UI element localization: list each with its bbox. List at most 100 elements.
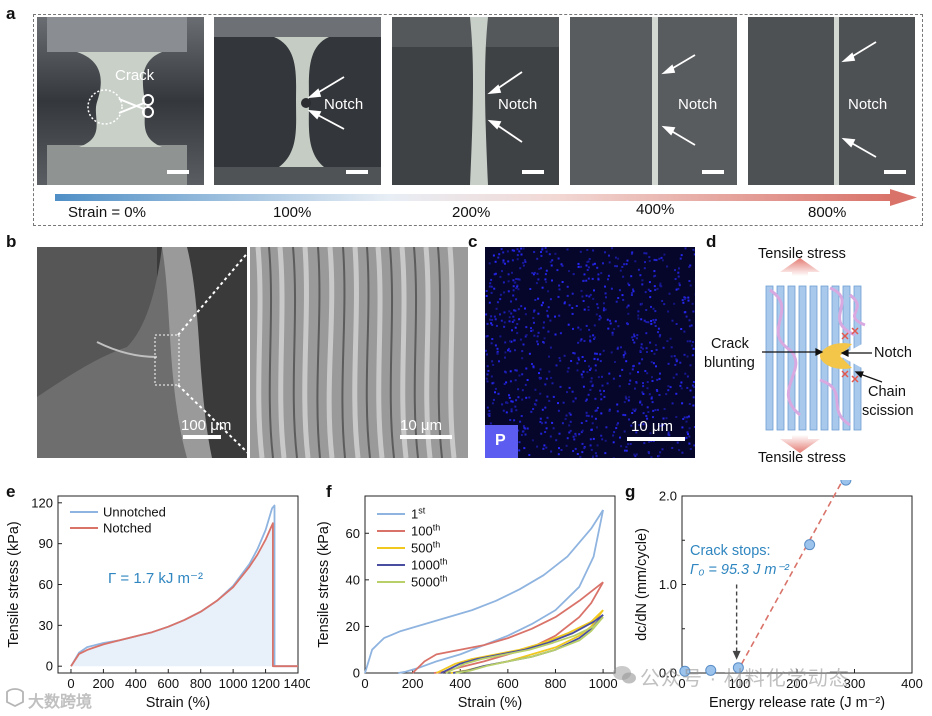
x-tick-label: 400 xyxy=(449,676,471,691)
eds-dot xyxy=(540,304,543,307)
eds-dot xyxy=(540,254,543,257)
eds-dot xyxy=(538,377,541,380)
eds-dot xyxy=(510,408,513,411)
eds-dot xyxy=(537,278,540,281)
eds-dot xyxy=(602,302,605,305)
eds-dot xyxy=(599,316,602,319)
eds-dot xyxy=(495,307,498,310)
eds-dot xyxy=(678,449,681,452)
eds-dot xyxy=(625,445,628,448)
eds-dot xyxy=(545,377,548,380)
eds-dot xyxy=(517,288,520,291)
eds-dot xyxy=(557,453,560,456)
eds-dot xyxy=(533,251,536,253)
eds-dot xyxy=(561,422,564,425)
eds-dot xyxy=(627,304,630,307)
eds-dot xyxy=(688,427,691,430)
eds-dot xyxy=(658,394,661,396)
eds-dot xyxy=(578,433,581,436)
eds-dot xyxy=(540,267,542,270)
eds-dot xyxy=(585,279,588,282)
photo-strain-200-drawing xyxy=(392,17,559,185)
eds-dot xyxy=(680,254,683,257)
eds-dot xyxy=(665,393,668,396)
eds-dot xyxy=(634,408,637,411)
eds-dot xyxy=(608,372,611,375)
eds-dot xyxy=(494,260,497,263)
notch-label: Notch xyxy=(678,96,718,113)
legend-label-sup: th xyxy=(433,523,441,533)
eds-dot xyxy=(487,413,490,416)
eds-dot xyxy=(679,257,682,260)
eds-dot xyxy=(566,294,569,297)
scale-bar xyxy=(167,170,189,174)
eds-dot xyxy=(637,310,640,313)
eds-dot xyxy=(577,326,580,329)
eds-dot xyxy=(688,403,691,405)
eds-dot xyxy=(560,263,563,266)
eds-dot xyxy=(608,254,610,257)
eds-dot xyxy=(569,413,572,416)
eds-dot xyxy=(651,376,653,379)
eds-dot xyxy=(511,400,514,403)
eds-dot xyxy=(642,382,644,385)
scale-label: 10 μm xyxy=(631,418,673,435)
eds-dot xyxy=(689,389,692,392)
eds-dot xyxy=(592,455,594,458)
eds-dot xyxy=(671,319,674,322)
eds-dot xyxy=(519,267,522,270)
eds-dot xyxy=(497,392,500,395)
eds-dot xyxy=(661,424,664,427)
eds-dot xyxy=(574,432,577,435)
eds-dot xyxy=(583,340,586,342)
eds-dot xyxy=(693,444,695,447)
eds-dot xyxy=(585,398,588,401)
eds-dot xyxy=(586,269,589,271)
eds-dot xyxy=(591,383,594,386)
eds-dot xyxy=(616,265,618,268)
y-tick-label: 120 xyxy=(31,495,53,510)
eds-dot xyxy=(572,450,575,452)
eds-dot xyxy=(510,400,513,403)
eds-dot xyxy=(656,408,659,411)
eds-dot xyxy=(692,347,695,350)
eds-dot xyxy=(509,380,512,383)
eds-dot xyxy=(621,265,624,268)
annotation-line-2: Γ₀ = 95.3 J m⁻² xyxy=(690,562,790,578)
eds-dot xyxy=(693,253,695,256)
eds-dot xyxy=(631,368,634,371)
eds-dot xyxy=(625,360,628,363)
eds-dot xyxy=(524,383,527,386)
eds-dot xyxy=(644,370,647,372)
eds-dot xyxy=(626,259,629,262)
eds-dot xyxy=(503,321,506,324)
eds-dot xyxy=(605,296,607,299)
eds-dot xyxy=(595,352,598,355)
eds-dot xyxy=(591,415,594,418)
eds-dot xyxy=(591,457,594,458)
eds-dot xyxy=(684,247,687,250)
eds-dot xyxy=(589,388,592,391)
eds-dot xyxy=(503,383,506,385)
eds-dot xyxy=(522,430,525,433)
scissors-icon xyxy=(118,94,154,118)
eds-dot xyxy=(514,369,517,372)
eds-dot xyxy=(612,434,615,437)
eds-dot xyxy=(640,318,643,321)
x-tick-label: 0 xyxy=(67,676,74,691)
eds-dot xyxy=(685,315,688,318)
eds-dot xyxy=(693,426,695,428)
eds-dot xyxy=(542,301,544,304)
eds-dot xyxy=(533,334,536,337)
eds-dot xyxy=(547,330,550,333)
eds-dot xyxy=(492,398,495,401)
eds-dot xyxy=(686,340,689,343)
eds-dot xyxy=(536,445,539,448)
eds-dot xyxy=(686,431,689,434)
eds-dot xyxy=(528,352,531,355)
eds-dot xyxy=(626,306,629,309)
eds-dot xyxy=(681,299,684,302)
eds-dot xyxy=(516,285,519,288)
eds-dot xyxy=(650,456,653,458)
eds-dot xyxy=(646,372,649,375)
